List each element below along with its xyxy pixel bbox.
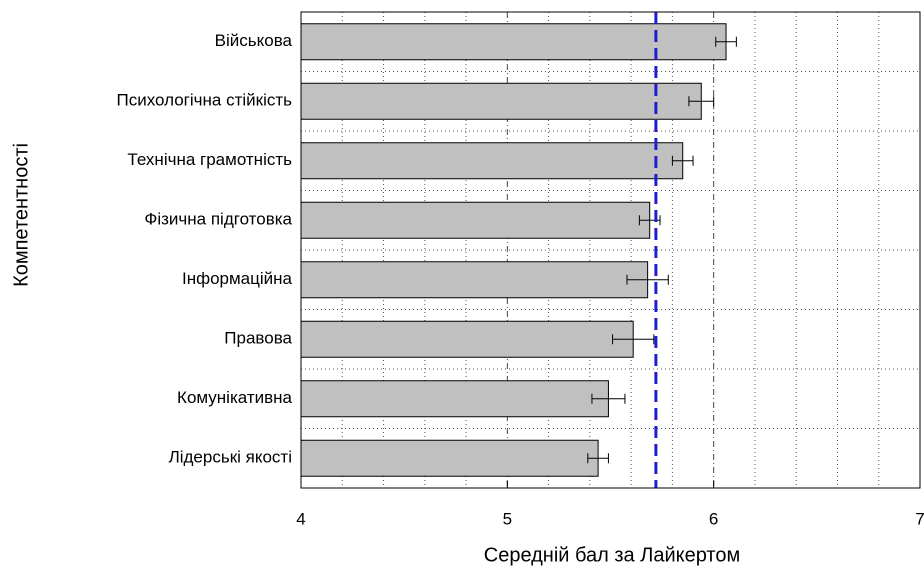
bar — [300, 201, 651, 239]
bar — [300, 439, 599, 477]
bar — [300, 23, 727, 61]
y-axis-label: Компетентності — [10, 143, 32, 287]
error-bar — [688, 96, 715, 107]
y-tick-label: Лідерські якості — [169, 448, 292, 467]
x-tick-label: 7 — [915, 509, 924, 528]
error-bar — [612, 334, 655, 345]
bar — [300, 82, 702, 120]
error-bar — [715, 36, 737, 47]
x-tick-label: 6 — [709, 509, 718, 528]
y-tick-label: Фізична підготовка — [144, 210, 292, 229]
bar — [300, 261, 649, 299]
y-tick-label: Інформаційна — [182, 269, 293, 288]
y-tick-label: Психологічна стійкість — [117, 91, 293, 110]
x-tick-label: 5 — [503, 509, 512, 528]
y-tick-label: Правова — [224, 329, 292, 348]
y-tick-label: Комунікативна — [177, 388, 292, 407]
error-bar — [591, 393, 626, 404]
y-tick-label: Технічна грамотність — [127, 150, 292, 169]
error-bar — [626, 274, 669, 285]
plot-frame — [300, 11, 921, 489]
error-bar — [671, 155, 694, 166]
bar — [300, 320, 634, 358]
x-tick-label: 4 — [296, 509, 305, 528]
bar — [300, 380, 609, 418]
bar — [300, 142, 684, 180]
error-bar — [587, 453, 609, 464]
y-tick-label: Військова — [215, 31, 293, 50]
x-axis-label: Середній бал за Лайкертом — [484, 544, 740, 566]
